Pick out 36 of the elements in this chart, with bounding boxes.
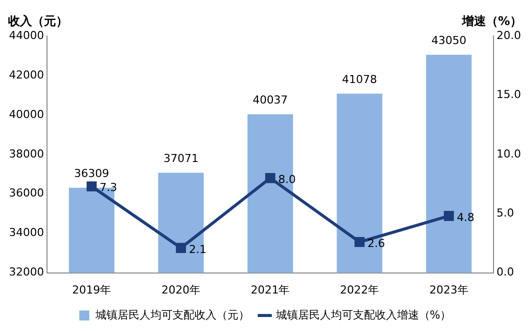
x-tick-label: 2021年: [250, 283, 290, 296]
x-tick-label: 2019年: [72, 283, 112, 296]
y2-tick-label: 15.0: [496, 88, 522, 102]
y-tick-label: 40000: [8, 108, 44, 121]
data-label: 2.1: [188, 242, 206, 256]
point: [444, 210, 454, 222]
y2-tick-label: 5.0: [496, 206, 514, 220]
y-tick-label: 44000: [8, 28, 44, 42]
x-tick-label: 2023年: [429, 283, 468, 296]
point: [265, 173, 276, 184]
data-label: 36309: [74, 167, 110, 180]
legend-label: 城镇居民人均可支配收入（元）: [94, 308, 250, 322]
y-tick-label: 34000: [8, 226, 44, 240]
data-label: 41078: [342, 73, 378, 86]
point: [176, 242, 186, 253]
data-label: 2.6: [368, 236, 386, 250]
data-label: 37071: [163, 152, 198, 166]
y-axis-title: 收入（元）: [8, 14, 68, 28]
y2-tick-label: 0.0: [496, 266, 514, 279]
y-tick-label: 38000: [8, 147, 44, 160]
y2-axis-title: 增速（%）: [460, 14, 522, 28]
legend-label: 城镇居民人均可支配收入增速（%）: [274, 308, 452, 322]
data-label: 43050: [431, 34, 466, 48]
y2-tick-label: 20.0: [496, 28, 522, 42]
y-tick-label: 36000: [8, 186, 44, 200]
point: [86, 181, 97, 192]
data-label: 8.0: [278, 172, 296, 186]
y2-tick-label: 10.0: [496, 147, 522, 160]
data-label: 4.8: [456, 210, 474, 224]
data-label: 7.3: [100, 181, 118, 194]
y-tick-label: 32000: [8, 266, 44, 279]
x-tick-label: 2022年: [340, 283, 380, 296]
point: [354, 236, 365, 248]
y-tick-label: 42000: [8, 68, 44, 82]
x-tick-label: 2020年: [161, 283, 200, 296]
data-label: 40037: [252, 94, 288, 107]
